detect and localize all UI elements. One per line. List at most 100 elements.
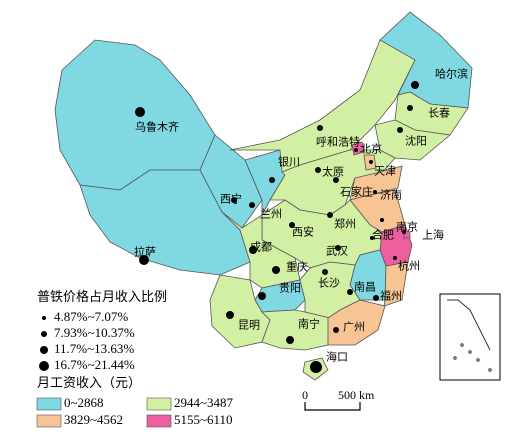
legend: 普铁价格占月收入比例 4.87%~7.07%7.93%~10.37%11.7%~1…: [36, 289, 234, 428]
size-legend-label: 7.93%~10.37%: [54, 325, 135, 340]
city-marker: [411, 81, 419, 89]
city-label: 海口: [326, 350, 348, 364]
city-marker: [369, 160, 373, 164]
color-legend-title: 月工资收入（元）: [37, 375, 141, 390]
size-legend-marker: [39, 361, 49, 371]
size-legend-marker: [40, 346, 48, 354]
city-marker: [354, 148, 358, 152]
color-legend-label: 0~2868: [64, 395, 104, 410]
city-marker: [249, 202, 255, 208]
city-marker: [370, 236, 374, 240]
city-marker: [380, 218, 384, 222]
scale-line: [304, 402, 361, 411]
color-legend-swatch: [146, 397, 172, 411]
city-label: 拉萨: [134, 245, 156, 259]
city-label: 呼和浩特: [316, 135, 360, 149]
city-marker: [286, 336, 294, 344]
city-label: 长春: [428, 107, 450, 120]
city-label: 武汉: [326, 245, 348, 258]
city-marker: [402, 230, 406, 234]
size-legend-label: 4.87%~7.07%: [54, 309, 128, 324]
scale-end: 500 km: [338, 388, 375, 402]
province: [383, 261, 409, 307]
city-label: 西宁: [220, 192, 242, 206]
scale-start: 0: [302, 388, 308, 402]
city-marker: [249, 246, 257, 254]
city-label: 乌鲁木齐: [135, 120, 179, 134]
city-marker: [310, 361, 322, 373]
city-marker: [347, 289, 353, 295]
city-marker: [315, 167, 321, 173]
city-label: 南昌: [354, 281, 376, 294]
province: [54, 39, 216, 191]
city-label: 太原: [322, 166, 344, 179]
city-marker: [289, 222, 295, 228]
color-legend-label: 3829~4562: [64, 412, 123, 427]
city-label: 银川: [278, 155, 300, 169]
color-legend-swatch: [146, 414, 172, 428]
city-marker: [226, 311, 234, 319]
city-label: 合肥: [372, 228, 394, 242]
size-legend-label: 16.7%~21.44%: [54, 357, 135, 372]
color-legend-swatch: [36, 397, 62, 411]
city-marker: [373, 295, 379, 301]
inset-frame: [439, 293, 501, 381]
city-marker: [272, 266, 280, 274]
city-marker: [258, 292, 266, 300]
city-label: 沈阳: [405, 134, 427, 148]
city-label: 杭州: [398, 259, 420, 273]
size-legend-marker: [42, 316, 46, 320]
city-label: 广州: [343, 321, 365, 334]
city-label: 郑州: [334, 217, 356, 231]
city-marker: [322, 269, 328, 275]
color-legend-label: 5155~6110: [174, 412, 233, 427]
city-marker: [333, 177, 339, 183]
city-label: 西安: [292, 225, 314, 239]
city-marker: [269, 177, 275, 183]
city-label: 石家庄: [340, 185, 373, 199]
scale-bar: 0 500 km: [302, 388, 375, 411]
size-legend-marker: [41, 331, 47, 337]
city-label: 昆明: [238, 319, 260, 332]
city-label: 济南: [380, 188, 402, 202]
city-marker: [135, 107, 145, 117]
city-marker: [231, 197, 237, 203]
city-marker: [327, 212, 333, 218]
city-marker: [333, 327, 339, 333]
size-legend-label: 11.7%~13.63%: [54, 341, 134, 356]
size-legend-title: 普铁价格占月收入比例: [37, 289, 167, 304]
province: [261, 309, 331, 351]
color-legend-swatch: [36, 414, 62, 428]
island: [460, 343, 464, 347]
island: [468, 350, 472, 354]
city-label: 南宁: [298, 317, 320, 331]
color-legend-label: 2944~3487: [174, 395, 234, 410]
city-label: 天津: [374, 165, 396, 178]
city-label: 福州: [380, 289, 402, 303]
city-marker: [393, 256, 397, 260]
island: [453, 356, 457, 360]
city-marker: [373, 190, 377, 194]
city-label: 哈尔滨: [435, 67, 468, 81]
island: [488, 368, 492, 372]
city-marker: [335, 245, 341, 251]
city-marker: [407, 105, 413, 111]
city-label: 上海: [422, 228, 444, 242]
city-label: 成都: [250, 241, 272, 254]
city-label: 北京: [360, 142, 382, 156]
island: [476, 358, 480, 362]
city-marker: [139, 255, 149, 265]
city-label: 兰州: [260, 208, 282, 221]
province: [327, 299, 386, 346]
province: [351, 141, 365, 156]
city-marker: [397, 127, 403, 133]
city-label: 南京: [396, 220, 418, 234]
inset-islands: [447, 299, 492, 372]
city-label: 贵阳: [279, 282, 301, 295]
city-label: 重庆: [286, 260, 308, 274]
inset-coast: [447, 299, 491, 351]
city-label: 长沙: [318, 277, 340, 290]
